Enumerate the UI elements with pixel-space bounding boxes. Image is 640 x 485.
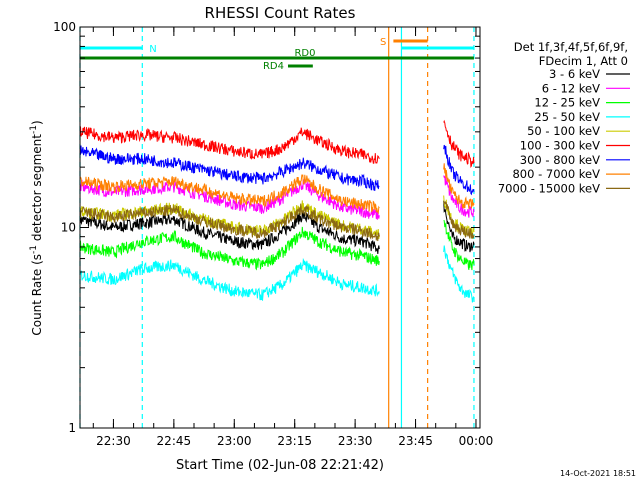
y-axis-label-main: Count Rate (s <box>30 254 44 336</box>
y-axis-label-exp2: -1 <box>29 125 39 134</box>
legend-label-7: 800 - 7000 keV <box>512 167 600 181</box>
series-line-0 <box>79 210 380 254</box>
bar-label-0: N <box>149 44 156 55</box>
series-line-6 <box>443 144 475 196</box>
series-line-5 <box>79 126 380 164</box>
x-tick-label: 00:00 <box>459 434 494 448</box>
series-line-7 <box>79 174 380 215</box>
legend-header-line-2: FDecim 1, Att 0 <box>539 54 628 68</box>
legend-label-1: 6 - 12 keV <box>542 81 600 95</box>
legend: Det 1f,3f,4f,5f,6f,9f, FDecim 1, Att 0 3… <box>498 40 630 195</box>
x-tick-label: 22:30 <box>96 434 131 448</box>
y-axis-label-mid: detector segment <box>30 134 44 245</box>
x-tick-label: 23:30 <box>338 434 373 448</box>
legend-label-3: 25 - 50 keV <box>534 110 600 124</box>
series-line-2 <box>443 219 475 271</box>
x-tick-label: 22:45 <box>157 434 192 448</box>
series-line-3 <box>79 257 380 301</box>
legend-label-8: 7000 - 15000 keV <box>498 181 600 195</box>
y-axis-label: Count Rate (s-1 detector segment-1) <box>29 120 44 335</box>
axes: 1 10 100 22:30 22:45 23:00 23:15 23:30 23:45 00:0… <box>53 20 493 448</box>
legend-label-6: 300 - 800 keV <box>520 153 600 167</box>
footer-date: 14-Oct-2021 18:51 <box>560 469 636 478</box>
x-axis-label: Start Time (02-Jun-08 22:21:42) <box>176 458 384 473</box>
legend-label-4: 50 - 100 keV <box>527 124 600 138</box>
bar-label-2: S <box>380 37 386 48</box>
x-tick-label: 23:15 <box>277 434 312 448</box>
x-tick-label: 23:45 <box>398 434 433 448</box>
y-tick-label: 1 <box>68 421 76 435</box>
chart-title: RHESSI Count Rates <box>205 4 356 22</box>
series-line-8 <box>79 203 380 242</box>
bar-label-4: RD4 <box>263 61 284 72</box>
series-line-1 <box>443 175 475 218</box>
plot-frame <box>79 26 481 429</box>
series-line-4 <box>79 200 380 239</box>
legend-label-0: 3 - 6 keV <box>549 67 600 81</box>
attenuator-bars: N S RD0 RD4 <box>80 37 474 72</box>
x-tick-label: 23:00 <box>217 434 252 448</box>
series-line-2 <box>79 226 380 271</box>
series-line-8 <box>443 201 475 240</box>
y-axis-label-exp1: -1 <box>29 245 39 254</box>
series-line-6 <box>79 145 380 191</box>
series-line-5 <box>443 119 475 169</box>
series-line-3 <box>443 245 475 303</box>
bar-label-3: RD0 <box>294 48 315 59</box>
legend-label-5: 100 - 300 keV <box>520 139 600 153</box>
y-tick-label: 10 <box>61 221 76 235</box>
legend-label-2: 12 - 25 keV <box>534 96 600 110</box>
legend-header-line-1: Det 1f,3f,4f,5f,6f,9f, <box>514 40 628 54</box>
y-tick-label: 100 <box>53 20 76 34</box>
series-line-0 <box>443 200 475 253</box>
series-line-7 <box>443 163 475 209</box>
series-lines <box>79 119 475 303</box>
y-axis-label-end: ) <box>30 120 44 125</box>
